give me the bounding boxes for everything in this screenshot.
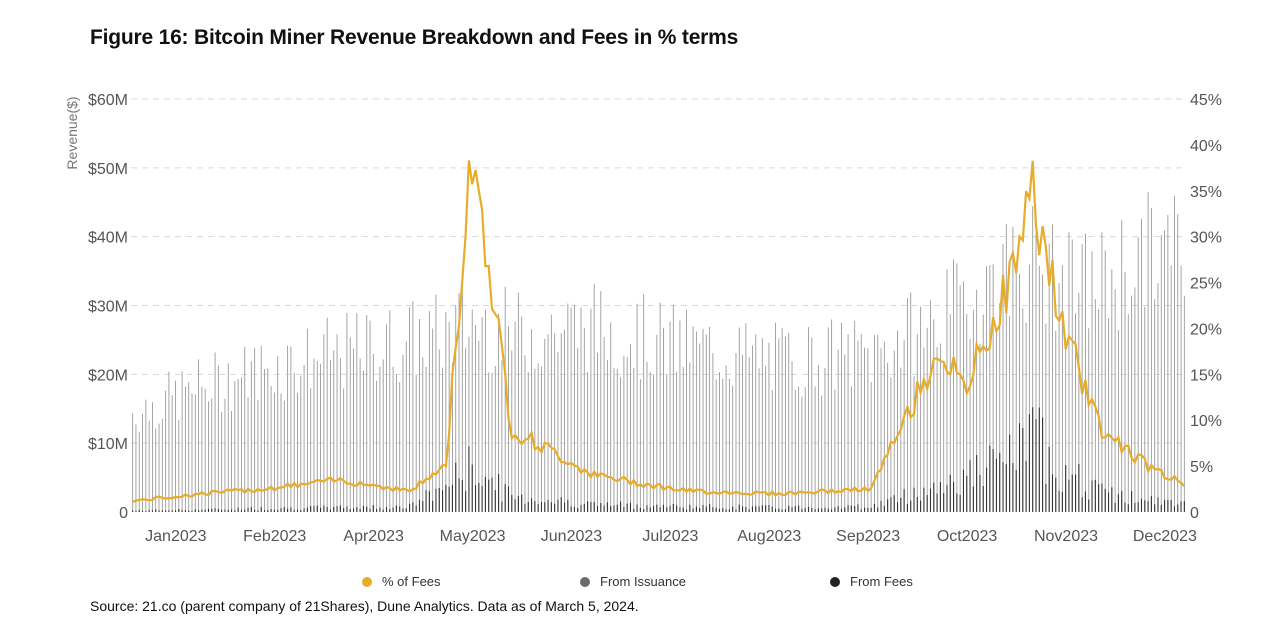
fees-percent-line xyxy=(132,160,1186,504)
y2-tick-label: 0 xyxy=(1190,505,1199,522)
y-tick-label: $60M xyxy=(88,92,128,109)
x-tick-label: Jan2023 xyxy=(145,528,206,545)
x-tick-label: Oct2023 xyxy=(937,528,998,545)
legend-item-from-issuance[interactable]: From Issuance xyxy=(580,574,686,589)
y-axis-label: Revenue($) xyxy=(64,96,80,169)
x-tick-label: Nov2023 xyxy=(1034,528,1098,545)
legend-item-from-fees[interactable]: From Fees xyxy=(830,574,913,589)
y-tick-label: $10M xyxy=(88,436,128,453)
legend-dot-icon xyxy=(580,576,590,587)
legend-dot-icon xyxy=(362,576,372,587)
x-tick-label: May2023 xyxy=(440,528,506,545)
y-tick-label: $30M xyxy=(88,299,128,316)
x-tick-label: Feb2023 xyxy=(243,528,306,545)
y2-tick-label: 20% xyxy=(1190,321,1222,338)
chart-title: Figure 16: Bitcoin Miner Revenue Breakdo… xyxy=(90,26,739,49)
x-tick-label: Aug2023 xyxy=(737,528,801,545)
x-tick-label: Jun2023 xyxy=(541,528,602,545)
y2-tick-label: 10% xyxy=(1190,413,1222,430)
legend-dot-icon xyxy=(830,576,840,587)
legend-label: From Fees xyxy=(850,574,913,589)
y2-tick-label: 25% xyxy=(1190,276,1222,293)
y2-tick-label: 45% xyxy=(1190,92,1222,109)
legend-label: From Issuance xyxy=(600,574,686,589)
y-tick-label: $50M xyxy=(88,161,128,178)
y-axis-right: 0 5% 10% 15% 20% 25% 30% 35% 40% 45% xyxy=(1190,92,1222,522)
y2-tick-label: 15% xyxy=(1190,367,1222,384)
x-axis: Jan2023 Feb2023 Apr2023 May2023 Jun2023 Jul20… xyxy=(145,528,1197,545)
grid-lines xyxy=(131,98,1186,444)
legend: % of Fees From Issuance From Fees xyxy=(0,574,1268,594)
y-tick-label: 0 xyxy=(119,505,128,522)
x-tick-label: Apr2023 xyxy=(343,528,404,545)
y2-tick-label: 35% xyxy=(1190,184,1222,201)
legend-item-fees-percent[interactable]: % of Fees xyxy=(362,574,441,589)
y-tick-label: $40M xyxy=(88,230,128,247)
y2-tick-label: 5% xyxy=(1190,459,1213,476)
source-note: Source: 21.co (parent company of 21Share… xyxy=(90,598,639,614)
fees-bars xyxy=(132,407,1185,512)
x-tick-label: Dec2023 xyxy=(1133,528,1197,545)
y-tick-label: $20M xyxy=(88,367,128,384)
y2-tick-label: 30% xyxy=(1190,230,1222,247)
x-tick-label: Sep2023 xyxy=(836,528,900,545)
x-tick-label: Jul2023 xyxy=(642,528,698,545)
legend-label: % of Fees xyxy=(382,574,441,589)
y-axis-left: 0 $10M $20M $30M $40M $50M $60M xyxy=(88,92,128,522)
y2-tick-label: 40% xyxy=(1190,138,1222,155)
